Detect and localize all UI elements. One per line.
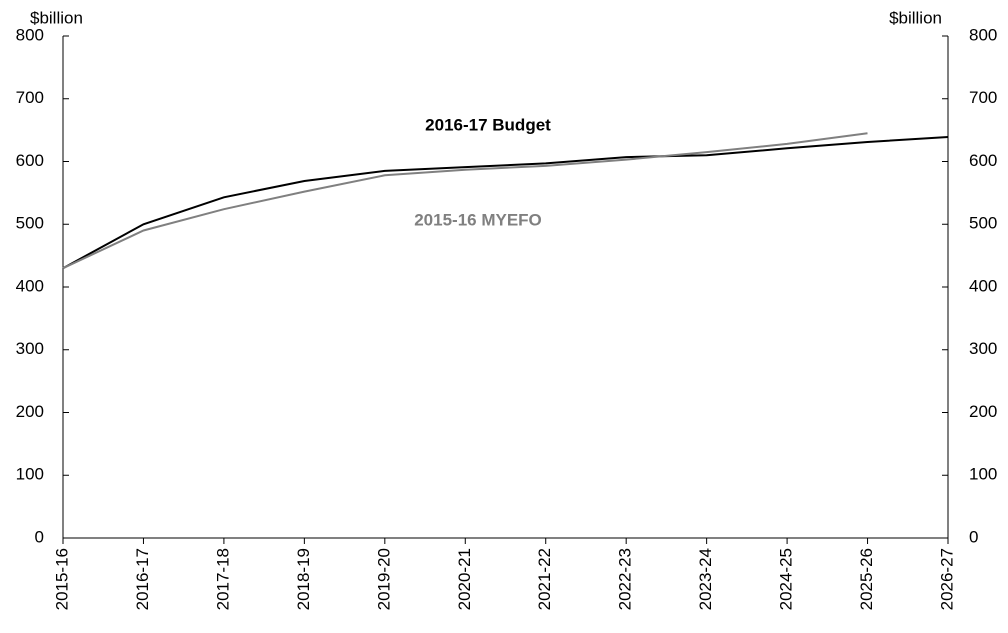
y2-tick-label: 0	[969, 527, 978, 546]
y-axis-label: $billion	[30, 8, 83, 27]
y2-tick-label: 400	[969, 276, 997, 295]
x-tick-label: 2018-19	[294, 548, 313, 610]
x-tick-label: 2019-20	[374, 548, 393, 610]
y-tick-label: 700	[16, 88, 44, 107]
y2-tick-label: 300	[969, 339, 997, 358]
x-tick-label: 2025-26	[857, 548, 876, 610]
series-label: 2015-16 MYEFO	[414, 210, 542, 229]
x-tick-label: 2017-18	[213, 548, 232, 610]
series-line	[62, 136, 949, 270]
y2-tick-label: 700	[969, 88, 997, 107]
y2-tick-label: 500	[969, 214, 997, 233]
x-tick-label: 2024-25	[777, 548, 796, 610]
y-tick-label: 200	[16, 402, 44, 421]
y-tick-label: 400	[16, 276, 44, 295]
y-tick-label: 100	[16, 465, 44, 484]
y-tick-label: 500	[16, 214, 44, 233]
series-line	[62, 132, 868, 270]
y-tick-label: 800	[16, 25, 44, 44]
series-label: 2016-17 Budget	[425, 115, 551, 134]
x-tick-label: 2015-16	[52, 548, 71, 610]
x-tick-label: 2021-22	[535, 548, 554, 610]
y-tick-label: 0	[35, 527, 44, 546]
y2-tick-label: 600	[969, 151, 997, 170]
y-tick-label: 600	[16, 151, 44, 170]
y2-tick-label: 100	[969, 465, 997, 484]
y-tick-label: 300	[16, 339, 44, 358]
x-tick-label: 2022-23	[616, 548, 635, 610]
x-tick-label: 2016-17	[133, 548, 152, 610]
x-tick-label: 2023-24	[696, 548, 715, 610]
x-tick-label: 2020-21	[455, 548, 474, 610]
y2-axis-label: $billion	[889, 8, 942, 27]
x-tick-label: 2026-27	[937, 548, 956, 610]
y2-tick-label: 200	[969, 402, 997, 421]
y2-tick-label: 800	[969, 25, 997, 44]
